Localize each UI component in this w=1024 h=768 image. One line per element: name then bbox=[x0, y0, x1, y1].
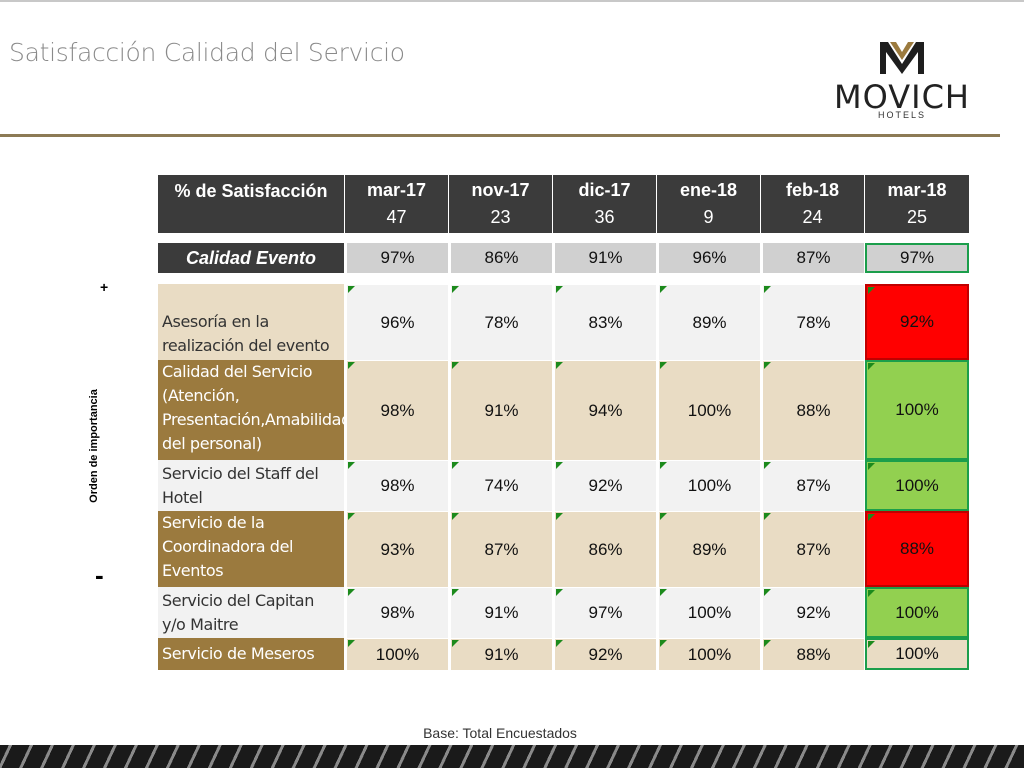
row-value: 87% bbox=[761, 511, 864, 587]
footer-note: Base: Total Encuestados bbox=[423, 725, 577, 741]
logo-wordmark: MOVICH bbox=[834, 78, 970, 116]
row-value: 100% bbox=[657, 360, 760, 460]
row-value: 100% bbox=[865, 638, 969, 670]
axis-plus: + bbox=[100, 279, 109, 295]
row-value: 87% bbox=[449, 511, 552, 587]
row-value: 91% bbox=[449, 638, 552, 670]
row-value: 100% bbox=[657, 638, 760, 670]
row-value: 97% bbox=[553, 587, 656, 638]
row-value: 100% bbox=[865, 587, 969, 638]
row-value: 100% bbox=[657, 460, 760, 511]
row-value: 92% bbox=[865, 284, 969, 360]
row-label: Asesoría en la realización del evento bbox=[158, 284, 344, 360]
row-value: 98% bbox=[345, 587, 448, 638]
period-month: ene-18 bbox=[679, 180, 738, 200]
row-value: 83% bbox=[553, 284, 656, 360]
header-period-cell: dic-17 36 bbox=[553, 175, 656, 233]
period-month: dic-17 bbox=[578, 180, 631, 200]
top-border bbox=[0, 0, 1024, 2]
row-value: 91% bbox=[449, 360, 552, 460]
row-value: 98% bbox=[345, 360, 448, 460]
logo-mark-icon bbox=[880, 42, 924, 74]
summary-value: 87% bbox=[761, 243, 864, 273]
row-value: 100% bbox=[657, 587, 760, 638]
period-sample-size: 47 bbox=[386, 207, 407, 227]
summary-value: 97% bbox=[865, 243, 969, 273]
row-value: 93% bbox=[345, 511, 448, 587]
row-value: 100% bbox=[345, 638, 448, 670]
row-value: 78% bbox=[449, 284, 552, 360]
header-period-cell: nov-17 23 bbox=[449, 175, 552, 233]
period-sample-size: 36 bbox=[594, 207, 615, 227]
axis-minus: - bbox=[95, 560, 104, 590]
period-sample-size: 23 bbox=[490, 207, 511, 227]
row-label: Servicio del Capitan y/o Maitre bbox=[158, 587, 344, 638]
row-value: 92% bbox=[553, 460, 656, 511]
period-sample-size: 9 bbox=[703, 207, 714, 227]
summary-value: 97% bbox=[345, 243, 448, 273]
period-month: nov-17 bbox=[471, 180, 530, 200]
row-value: 88% bbox=[865, 511, 969, 587]
summary-value: 96% bbox=[657, 243, 760, 273]
row-label: Servicio del Staff del Hotel bbox=[158, 460, 344, 511]
summary-value: 86% bbox=[449, 243, 552, 273]
header-period-cell: mar-18 25 bbox=[865, 175, 969, 233]
summary-value: 91% bbox=[553, 243, 656, 273]
row-value: 100% bbox=[865, 460, 969, 511]
period-month: feb-18 bbox=[785, 180, 839, 200]
header-label-cell: % de Satisfacción bbox=[158, 175, 344, 233]
row-value: 92% bbox=[553, 638, 656, 670]
row-label: Calidad del Servicio (Atención, Presenta… bbox=[158, 360, 351, 460]
decorative-footer-strip bbox=[0, 745, 1024, 768]
header-period-cell: ene-18 9 bbox=[657, 175, 760, 233]
row-value: 89% bbox=[657, 511, 760, 587]
movich-logo: MOVICH HOTELS bbox=[818, 38, 988, 122]
row-value: 88% bbox=[761, 638, 864, 670]
row-value: 94% bbox=[553, 360, 656, 460]
period-month: mar-18 bbox=[887, 180, 947, 200]
row-value: 91% bbox=[449, 587, 552, 638]
row-value: 98% bbox=[345, 460, 448, 511]
logo-subtitle: HOTELS bbox=[877, 110, 926, 120]
row-value: 78% bbox=[761, 284, 864, 360]
period-sample-size: 25 bbox=[906, 207, 928, 227]
row-value: 89% bbox=[657, 284, 760, 360]
axis-label: Orden de importancia bbox=[88, 389, 100, 503]
row-label: Servicio de la Coordinadora del Eventos bbox=[158, 511, 344, 587]
page-title: Satisfacción Calidad del Servicio bbox=[9, 38, 405, 67]
row-value: 74% bbox=[449, 460, 552, 511]
row-value: 92% bbox=[761, 587, 864, 638]
row-value: 87% bbox=[761, 460, 864, 511]
period-sample-size: 24 bbox=[802, 207, 823, 227]
row-value: 86% bbox=[553, 511, 656, 587]
row-value: 88% bbox=[761, 360, 864, 460]
period-month: mar-17 bbox=[366, 180, 427, 200]
summary-label: Calidad Evento bbox=[158, 243, 344, 273]
row-value: 100% bbox=[865, 360, 969, 460]
row-label: Servicio de Meseros bbox=[158, 638, 344, 670]
header-period-cell: mar-17 47 bbox=[345, 175, 448, 233]
header-period-cell: feb-18 24 bbox=[761, 175, 864, 233]
header-rule bbox=[0, 134, 1000, 137]
row-value: 96% bbox=[345, 284, 448, 360]
